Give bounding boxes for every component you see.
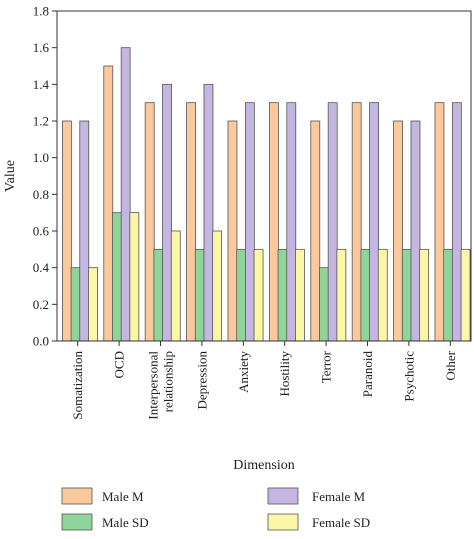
y-tick-label: 0.6 [33, 224, 50, 239]
bar-female-sd [253, 248, 264, 342]
bar-male-sd [153, 248, 164, 342]
bar-female-m [286, 102, 297, 342]
x-category-label: Terror [319, 350, 334, 383]
bar-female-sd [419, 248, 430, 342]
y-tick-label: 1.6 [33, 40, 50, 55]
bar-female-m [203, 83, 214, 342]
x-category-label: Interpersonal [146, 351, 161, 420]
bar-female-sd [129, 212, 140, 342]
x-axis-title: Dimension [233, 458, 294, 473]
legend-item: Female M [267, 487, 366, 505]
bar-female-m [369, 102, 379, 342]
legend-item: Female SD [267, 513, 370, 531]
plot-frame [56, 10, 472, 342]
x-category-label: relationship [161, 351, 176, 412]
bar-female-m [244, 102, 255, 342]
bar-female-sd [170, 230, 181, 342]
y-tick-label: 1.0 [33, 150, 49, 165]
legend-label: Female M [312, 489, 366, 504]
x-category-label: Depression [194, 351, 209, 410]
legend-swatch [267, 513, 299, 531]
x-category-label: Hostility [277, 351, 292, 397]
bar-female-sd [212, 230, 223, 342]
y-tick-label: 0.0 [33, 334, 49, 349]
x-category-label: Paranoid [360, 351, 375, 398]
legend-swatch [61, 513, 93, 531]
legend-swatch [267, 487, 299, 505]
x-category-label: OCD [112, 351, 127, 378]
x-category-label: Psychotic [401, 351, 416, 402]
y-tick-label: 1.8 [33, 4, 49, 19]
bar-female-sd [295, 248, 305, 342]
legend-label: Male SD [102, 515, 149, 530]
axis-layer: 0.0 0.2 0.4 0.6 0.8 1.0 1.2 1.4 1.6 1.8 Somatizati… [33, 4, 458, 420]
bar-female-sd [377, 248, 388, 342]
bar-male-m [61, 120, 72, 342]
bar-male-m [351, 102, 362, 342]
bar-male-m [268, 102, 279, 342]
bar-female-m [79, 120, 90, 342]
bar-male-sd [319, 267, 329, 342]
bar-female-m [410, 120, 421, 342]
bar-female-m [162, 83, 172, 342]
y-tick-label: 0.4 [33, 260, 50, 275]
bar-male-m [434, 102, 445, 342]
bar-female-m [451, 102, 462, 342]
bar-female-sd [460, 248, 471, 342]
bar-female-sd [88, 267, 98, 342]
legend-item: Male SD [61, 513, 149, 531]
y-tick-label: 1.2 [33, 114, 49, 129]
y-tick-label: 0.2 [33, 297, 49, 312]
x-category-label: Anxiety [236, 351, 251, 393]
bar-male-sd [401, 248, 412, 342]
bar-male-m [103, 65, 114, 342]
bar-male-sd [443, 248, 454, 342]
bar-male-sd [194, 248, 205, 342]
bar-male-m [393, 120, 403, 342]
y-tick-label: 0.8 [33, 187, 49, 202]
bar-male-sd [236, 248, 247, 342]
legend-item: Male M [61, 487, 144, 505]
y-axis-title: Value [3, 160, 18, 192]
bar-male-sd [112, 212, 122, 342]
legend-swatch [61, 487, 93, 505]
bar-female-m [327, 102, 338, 342]
bar-male-m [144, 102, 155, 342]
bar-female-m [120, 47, 131, 342]
bars-layer [61, 47, 471, 342]
bar-male-m [186, 102, 196, 342]
bar-male-sd [70, 267, 81, 342]
legend: Male M Male SD Female M Female SD [61, 487, 370, 531]
bar-female-sd [336, 248, 347, 342]
x-category-label: Somatization [70, 351, 85, 420]
bar-male-m [310, 120, 321, 342]
x-category-label: Other [443, 350, 458, 380]
y-tick-label: 1.4 [33, 77, 50, 92]
bar-male-m [227, 120, 238, 342]
bar-male-sd [277, 248, 288, 342]
legend-label: Male M [102, 489, 144, 504]
bar-male-sd [360, 248, 371, 342]
legend-label: Female SD [312, 515, 370, 530]
